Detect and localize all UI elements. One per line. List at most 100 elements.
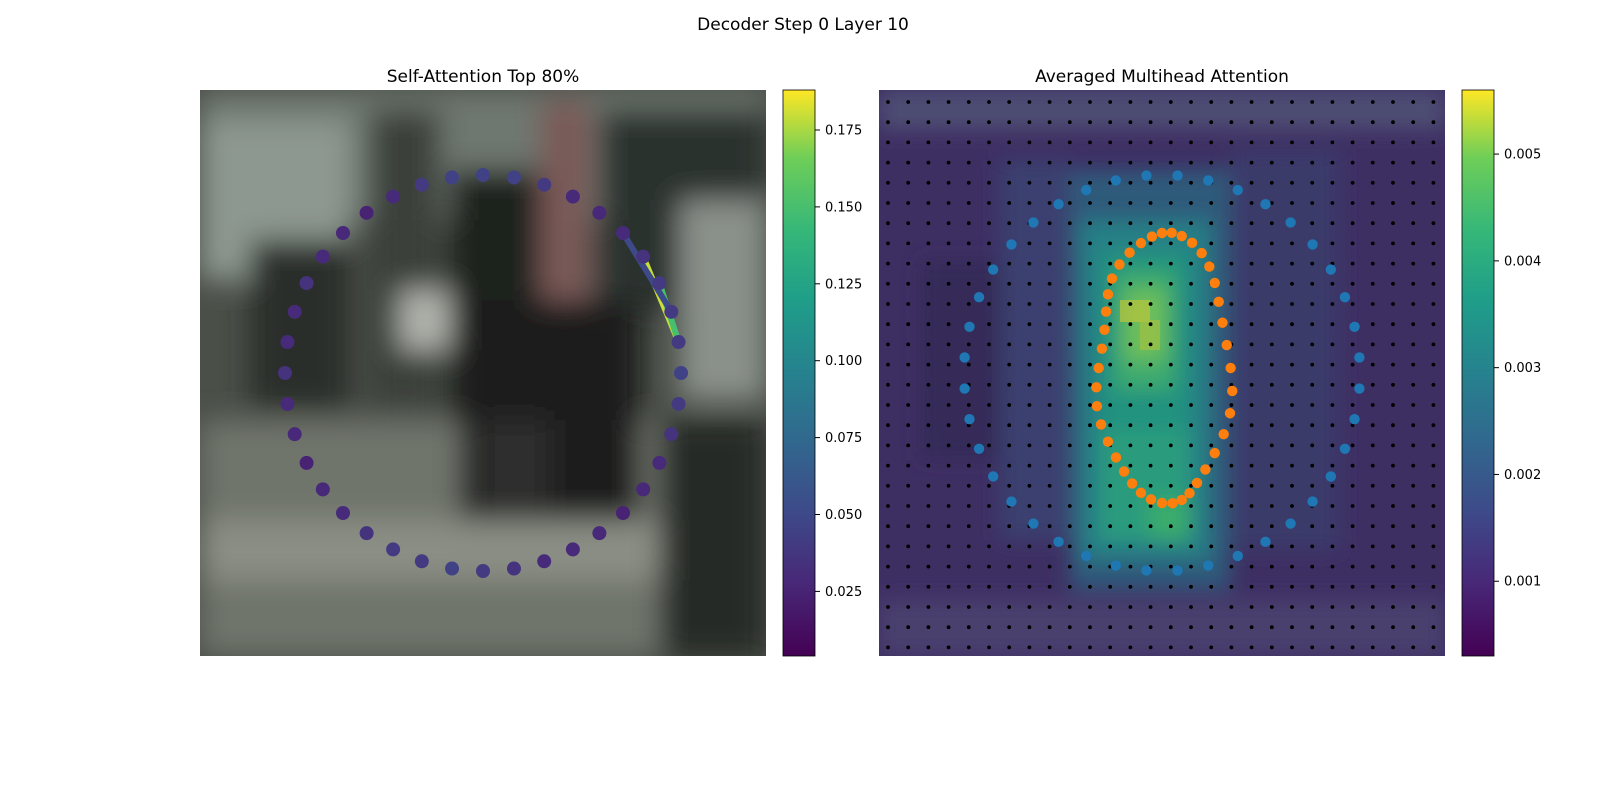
grid-point bbox=[946, 423, 951, 428]
grid-point bbox=[1007, 201, 1012, 205]
grid-point bbox=[1209, 322, 1214, 327]
grid-point bbox=[1249, 625, 1254, 630]
grid-point bbox=[1067, 322, 1072, 327]
grid-point bbox=[1249, 443, 1254, 448]
grid-point bbox=[1330, 483, 1335, 488]
grid-point bbox=[1411, 160, 1416, 165]
orange-point bbox=[1218, 428, 1229, 440]
grid-point bbox=[1088, 483, 1092, 488]
grid-point bbox=[1249, 362, 1254, 367]
grid-point bbox=[1269, 524, 1274, 529]
grid-point bbox=[1209, 241, 1214, 246]
grid-point bbox=[1067, 180, 1072, 185]
ring-point bbox=[359, 526, 374, 541]
grid-point bbox=[1350, 302, 1355, 306]
grid-point bbox=[1067, 100, 1072, 104]
grid-point bbox=[1209, 443, 1214, 448]
orange-point bbox=[1224, 408, 1236, 419]
grid-point bbox=[1209, 221, 1214, 226]
grid-point bbox=[1168, 645, 1173, 650]
grid-point bbox=[1370, 322, 1375, 327]
grid-point bbox=[1027, 625, 1032, 630]
grid-point bbox=[1350, 201, 1355, 205]
grid-point bbox=[1047, 120, 1052, 125]
grid-point bbox=[1350, 180, 1355, 185]
grid-point bbox=[1128, 524, 1133, 529]
grid-point bbox=[886, 241, 890, 246]
grid-point bbox=[1007, 281, 1012, 286]
grid-point bbox=[987, 342, 991, 347]
right-heatmap bbox=[879, 90, 1445, 656]
grid-point bbox=[1168, 120, 1173, 125]
orange-point bbox=[1186, 237, 1198, 249]
grid-point bbox=[1431, 483, 1436, 488]
grid-point bbox=[1007, 382, 1012, 387]
grid-point bbox=[926, 423, 931, 428]
grid-point bbox=[1088, 645, 1092, 650]
grid-point bbox=[1290, 362, 1294, 367]
grid-point bbox=[1391, 322, 1395, 327]
grid-point bbox=[1229, 100, 1234, 104]
grid-point bbox=[1007, 160, 1012, 165]
grid-point bbox=[1411, 221, 1416, 226]
grid-point bbox=[1330, 564, 1335, 569]
grid-point bbox=[1330, 625, 1335, 630]
grid-point bbox=[1088, 281, 1092, 286]
grid-point bbox=[926, 645, 931, 650]
grid-point bbox=[1391, 504, 1395, 508]
grid-point bbox=[1350, 605, 1355, 609]
grid-point bbox=[1108, 100, 1113, 104]
grid-point bbox=[1148, 605, 1153, 609]
colorbar-tick-label: 0.002 bbox=[1504, 468, 1541, 483]
grid-point bbox=[1148, 322, 1153, 327]
grid-point bbox=[1148, 423, 1153, 428]
grid-point bbox=[946, 584, 951, 589]
grid-point bbox=[926, 544, 931, 549]
grid-point bbox=[1370, 160, 1375, 165]
grid-point bbox=[1108, 140, 1113, 145]
grid-point bbox=[1350, 221, 1355, 226]
grid-point bbox=[1431, 382, 1436, 387]
blue-point bbox=[973, 443, 985, 454]
grid-point bbox=[1290, 403, 1294, 407]
grid-point bbox=[1310, 544, 1315, 549]
grid-point bbox=[1007, 625, 1012, 630]
grid-point bbox=[906, 645, 911, 650]
ring-point bbox=[537, 554, 552, 569]
grid-point bbox=[1168, 584, 1173, 589]
grid-point bbox=[1249, 261, 1254, 266]
left-colorbar bbox=[782, 89, 816, 657]
orange-point bbox=[1093, 362, 1104, 374]
grid-point bbox=[906, 382, 911, 387]
colorbar-tick-label: 0.050 bbox=[825, 508, 862, 523]
right-colorbar-ticks: 0.001 0.002 0.003 0.004 0.005 bbox=[1494, 148, 1541, 590]
orange-point bbox=[1100, 306, 1112, 317]
grid-point bbox=[1350, 544, 1355, 549]
grid-point bbox=[1370, 382, 1375, 387]
grid-point bbox=[987, 281, 991, 286]
blue-point bbox=[1172, 565, 1183, 576]
grid-point bbox=[946, 160, 951, 165]
grid-point bbox=[906, 281, 911, 286]
grid-point bbox=[1310, 201, 1315, 205]
grid-point bbox=[1269, 584, 1274, 589]
grid-point bbox=[1290, 342, 1294, 347]
grid-point bbox=[1047, 261, 1052, 266]
grid-point bbox=[1148, 362, 1153, 367]
ring-point bbox=[299, 276, 314, 291]
grid-point bbox=[1350, 584, 1355, 589]
grid-point bbox=[1067, 160, 1072, 165]
grid-point bbox=[1431, 302, 1436, 306]
grid-point bbox=[1148, 645, 1153, 650]
grid-point bbox=[1027, 160, 1032, 165]
orange-point bbox=[1156, 227, 1168, 239]
orange-point bbox=[1166, 227, 1177, 239]
grid-point bbox=[1411, 281, 1416, 286]
ring-point bbox=[287, 304, 302, 319]
grid-point bbox=[1148, 160, 1153, 165]
grid-point bbox=[1411, 100, 1416, 104]
grid-point bbox=[987, 645, 991, 650]
blue-point bbox=[1141, 565, 1152, 576]
grid-point bbox=[1350, 504, 1355, 508]
